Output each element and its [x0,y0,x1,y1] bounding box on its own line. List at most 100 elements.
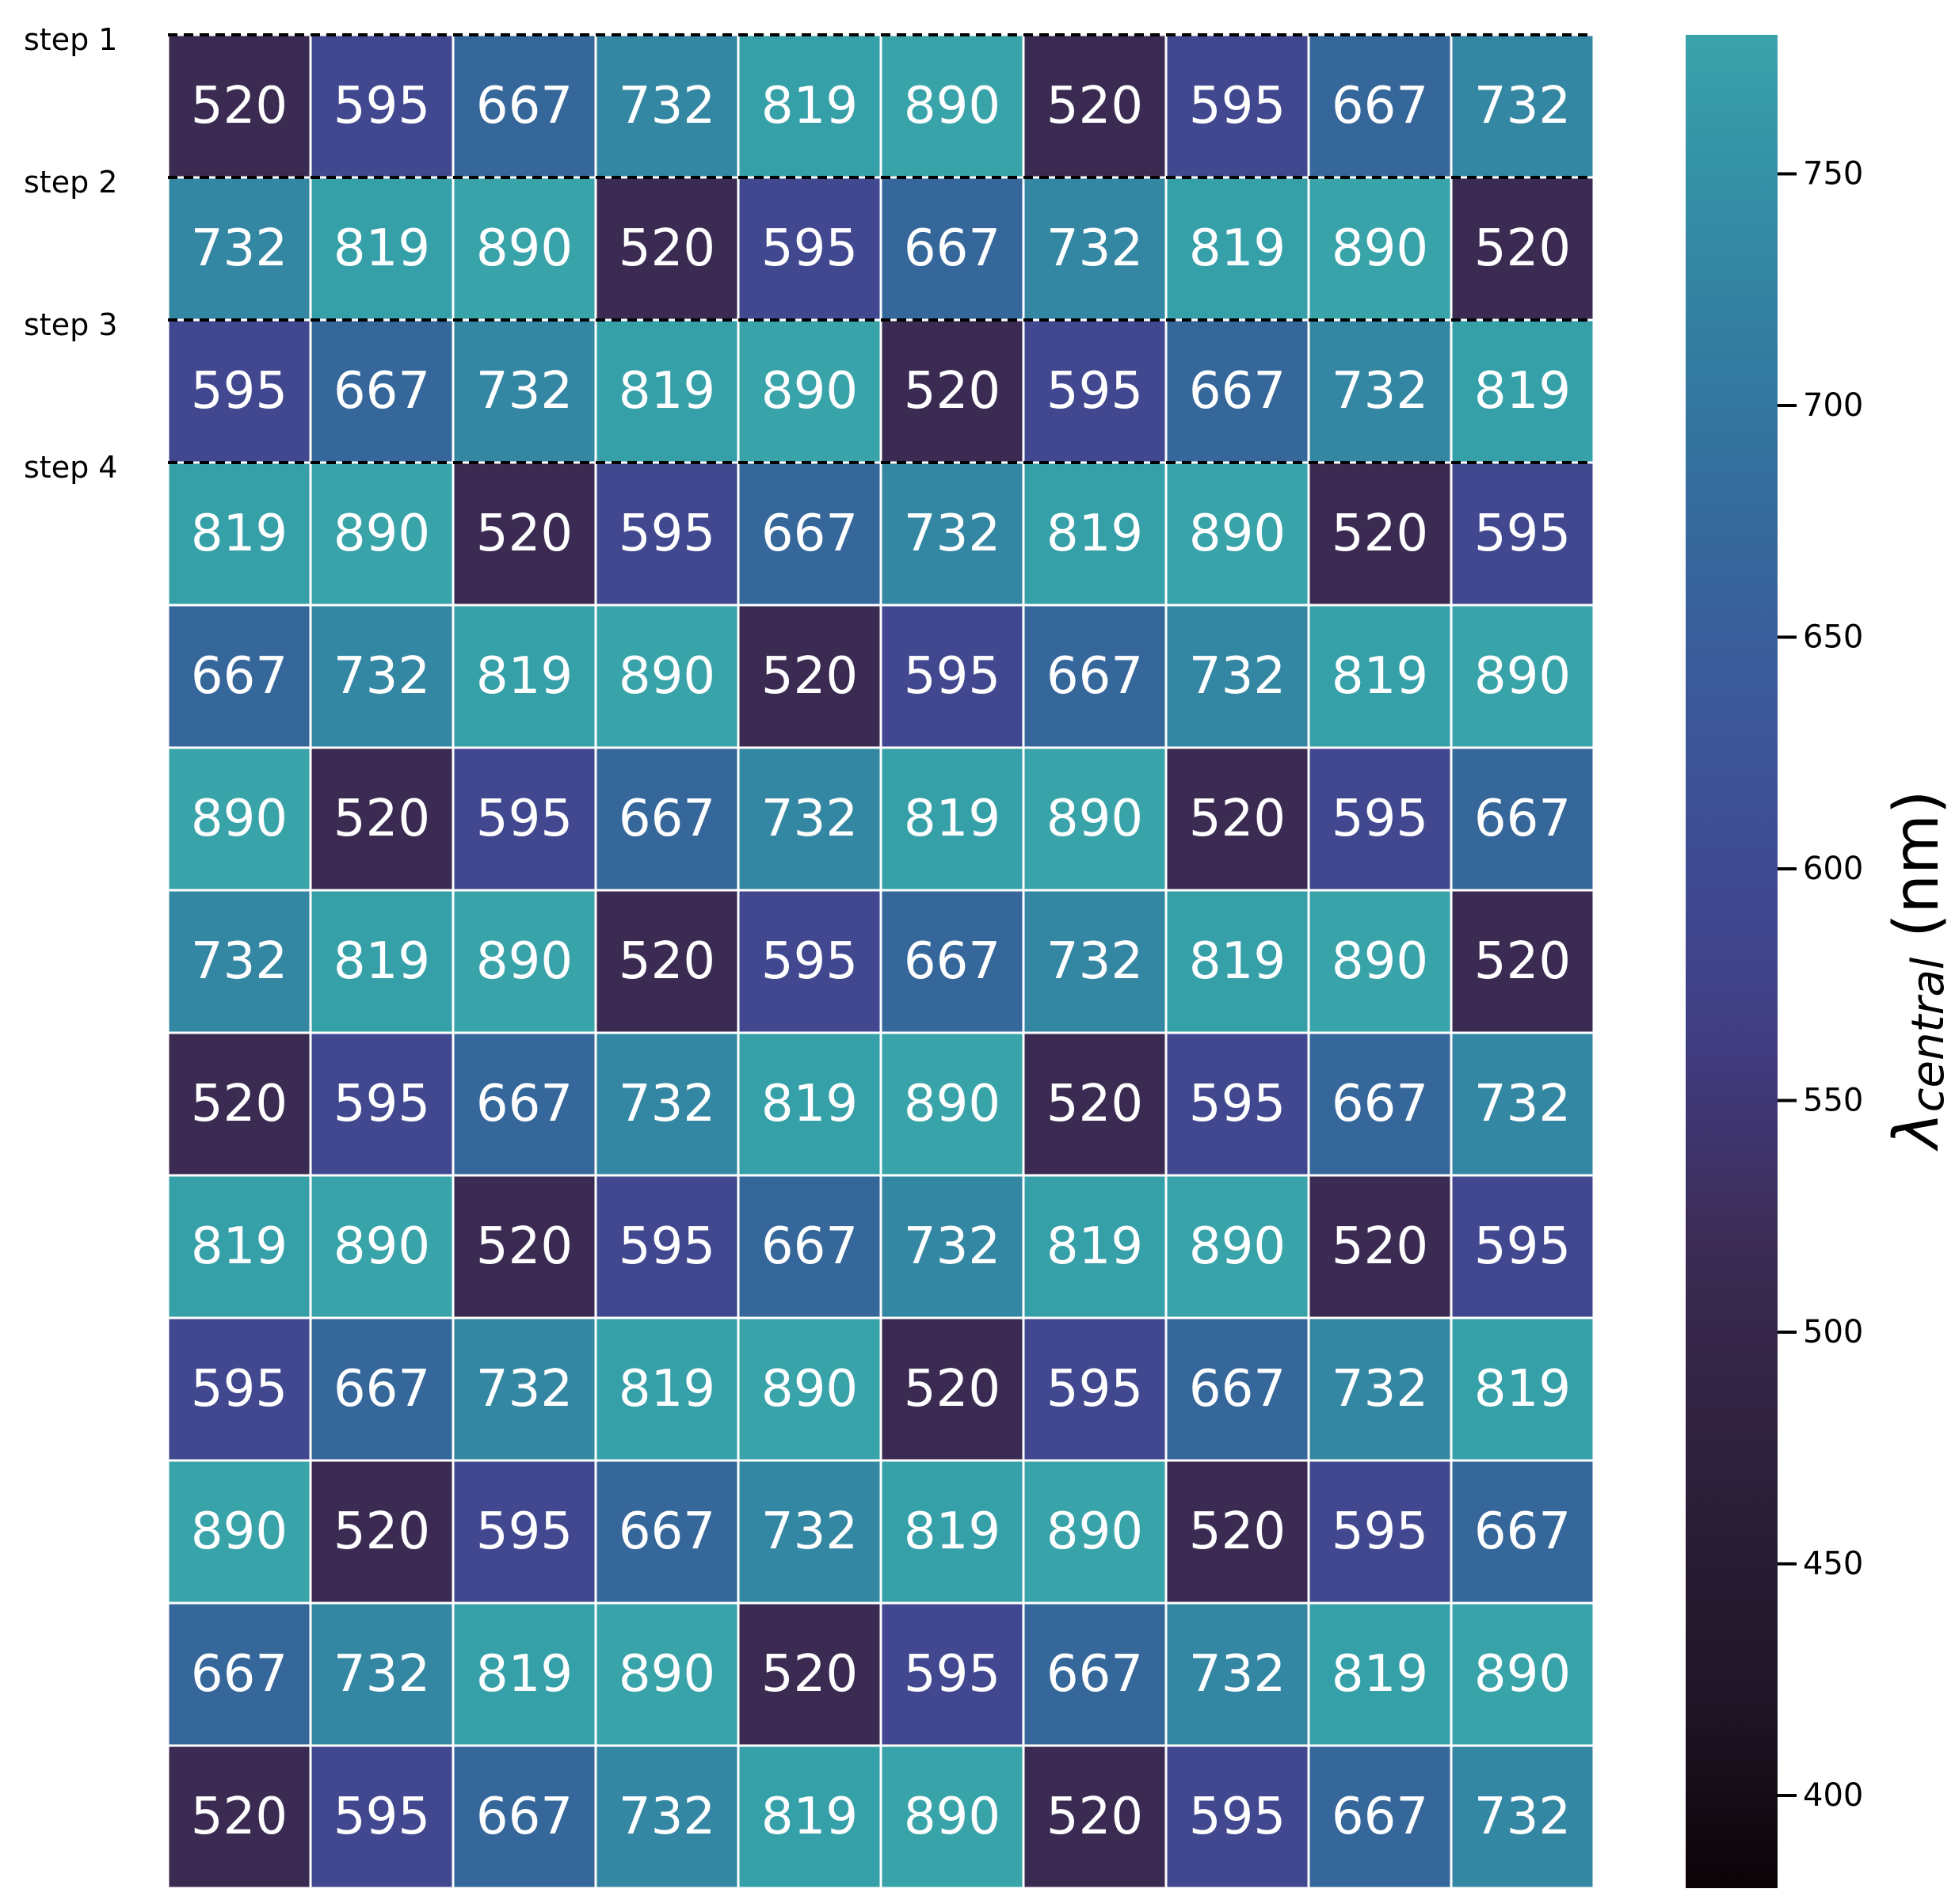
cell-value-label: 667 [191,1645,288,1704]
cell-value-label: 819 [1474,362,1571,421]
heatmap-cell [737,1316,882,1462]
cell-value-label: 732 [191,932,288,991]
cell-value-label: 667 [761,505,858,563]
heatmap-cell [452,1601,597,1747]
heatmap-cell [1450,1601,1595,1747]
cell-value-label: 819 [333,219,430,278]
heatmap-cell [1164,604,1310,749]
cell-value-label: 732 [1189,1645,1286,1704]
cell-value-label: 732 [1046,932,1143,991]
cell-value-label: 595 [1474,505,1571,563]
cell-value-label: 890 [191,1502,288,1561]
heatmap-cell [309,604,455,749]
heatmap-cell [1307,318,1453,464]
heatmap-cell [594,1459,740,1605]
cell-value-label: 819 [761,77,858,135]
cell-value-label: 890 [761,1360,858,1418]
cell-value-label: 595 [333,1075,430,1133]
heatmap-cell [1164,1031,1310,1177]
heatmap-cell [879,1031,1025,1177]
cell-value-label: 819 [1046,1217,1143,1276]
colorbar-tick-label: 450 [1803,1546,1863,1582]
heatmap-cell [1307,1031,1453,1177]
cell-value-label: 890 [476,932,573,991]
cell-value-label: 890 [761,362,858,421]
cell-value-label: 595 [1332,790,1428,848]
cell-value-label: 595 [904,647,1000,706]
cell-value-label: 667 [761,1217,858,1276]
heatmap-cell [879,1744,1025,1890]
heatmap-cell [1164,1316,1310,1462]
cell-value-label: 667 [1332,1075,1428,1133]
heatmap-cell [1022,1316,1168,1462]
cell-value-label: 520 [333,790,430,848]
cell-value-label: 520 [619,219,715,278]
heatmap-cell [879,461,1025,607]
cell-value-label: 819 [761,1788,858,1846]
heatmap-cell [1022,1744,1168,1890]
cell-value-label: 890 [904,77,1000,135]
cell-value-label: 819 [333,932,430,991]
cell-value-label: 890 [1332,219,1428,278]
cell-value-label: 732 [619,1788,715,1846]
cell-value-label: 520 [904,362,1000,421]
cell-value-label: 732 [191,219,288,278]
heatmap-cell [879,1316,1025,1462]
heatmap-cell [309,176,455,322]
cell-value-label: 890 [1046,790,1143,848]
cell-value-label: 819 [1189,219,1286,278]
cell-value-label: 595 [1474,1217,1571,1276]
heatmap-cell [1450,176,1595,322]
cell-value-label: 667 [1046,1645,1143,1704]
heatmap-cell [1450,461,1595,607]
cell-value-label: 667 [904,219,1000,278]
heatmap-cell [1164,1744,1310,1890]
cell-value-label: 890 [333,1217,430,1276]
cell-value-label: 595 [476,790,573,848]
heatmap-cell [166,1316,312,1462]
cell-value-label: 667 [1189,1360,1286,1418]
heatmap-cell [1307,604,1453,749]
heatmap-cell [309,1031,455,1177]
cell-value-label: 732 [1332,1360,1428,1418]
cell-value-label: 732 [1474,1075,1571,1133]
colorbar-tick-label: 650 [1803,619,1863,656]
cell-value-label: 595 [191,1360,288,1418]
heatmap-cell [309,1459,455,1605]
heatmap-cell [879,889,1025,1034]
cell-value-label: 819 [476,647,573,706]
colorbar-tick-label: 400 [1803,1777,1863,1814]
cell-value-label: 595 [1332,1502,1428,1561]
cell-value-label: 732 [476,362,573,421]
cell-value-label: 595 [1189,1788,1286,1846]
cell-value-label: 732 [1189,647,1286,706]
cell-value-label: 520 [333,1502,430,1561]
heatmap-cell [452,1174,597,1319]
cell-value-label: 520 [191,1075,288,1133]
cell-value-label: 520 [476,505,573,563]
cell-value-label: 520 [1474,219,1571,278]
heatmap-cell [594,746,740,892]
heatmap-cell [1022,889,1168,1034]
cell-value-label: 819 [476,1645,573,1704]
heatmap-cell [1450,889,1595,1034]
cell-value-label: 819 [904,1502,1000,1561]
heatmap-cell [309,1174,455,1319]
cell-value-label: 819 [1332,1645,1428,1704]
heatmap-cell [737,318,882,464]
heatmap-cell [1164,318,1310,464]
colorbar-tick-label: 750 [1803,156,1863,192]
cell-value-label: 819 [619,1360,715,1418]
heatmap-cell [594,1031,740,1177]
colorbar-label: λcentral (nm) [1881,790,1954,1152]
heatmap-cell [166,1174,312,1319]
cell-value-label: 595 [761,932,858,991]
cell-value-label: 595 [1046,362,1143,421]
heatmap-cell [1307,1744,1453,1890]
cell-value-label: 520 [1046,1788,1143,1846]
cell-value-label: 732 [619,77,715,135]
heatmap-cell [452,746,597,892]
cell-value-label: 520 [619,932,715,991]
cell-value-label: 520 [1189,790,1286,848]
heatmap-cell [1022,1031,1168,1177]
